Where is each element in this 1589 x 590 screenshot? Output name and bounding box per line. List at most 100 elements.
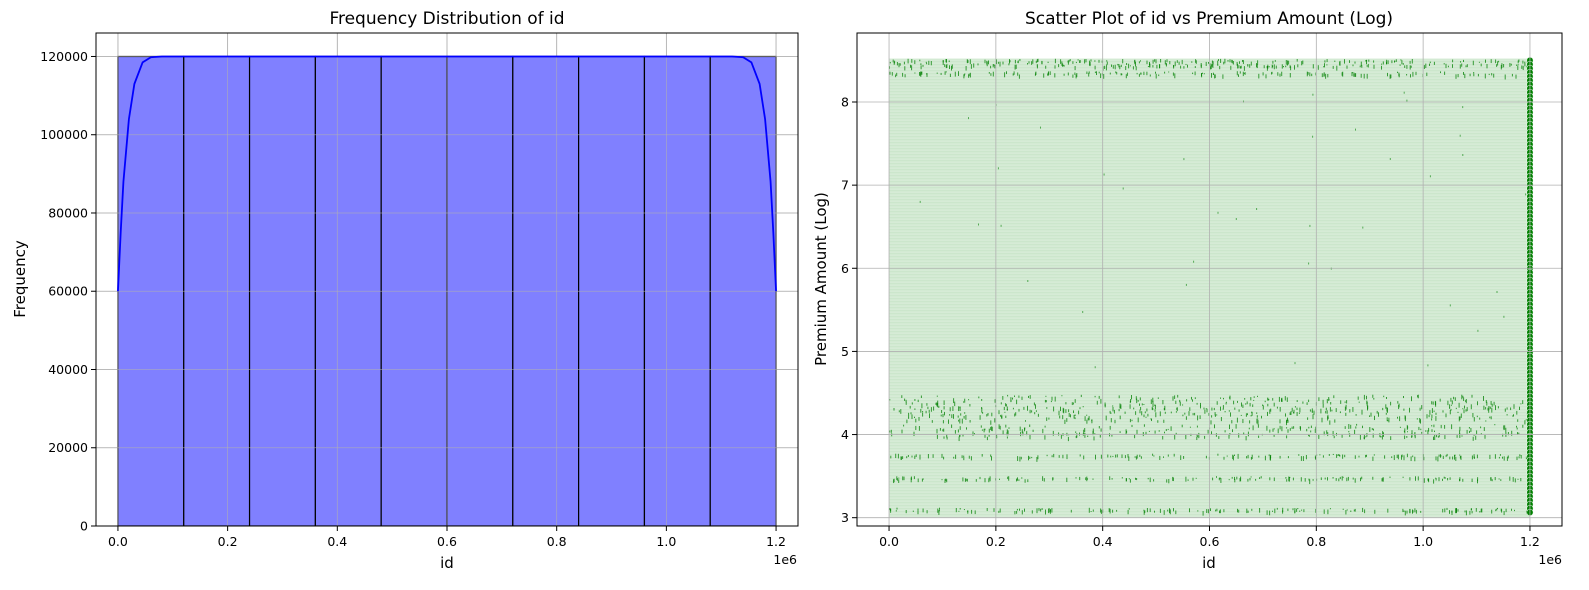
scatter-point (958, 436, 960, 442)
scatter-point (1466, 64, 1468, 68)
scatter-point (940, 414, 942, 417)
scatter-point (1145, 416, 1147, 418)
scatter-point (1514, 509, 1515, 512)
scatter-point (957, 415, 959, 418)
scatter-point (1088, 71, 1090, 74)
scatter-point (1063, 65, 1065, 67)
scatter-point (1214, 412, 1216, 416)
scatter-point (1013, 71, 1015, 75)
scatter-point (1459, 477, 1461, 481)
scatter-point (1480, 63, 1482, 67)
scatter-point (1249, 477, 1251, 481)
scatter-point (1333, 435, 1335, 439)
scatter-point (1218, 436, 1220, 439)
scatter-point (1452, 456, 1454, 460)
scatter-point (1018, 408, 1020, 412)
scatter-point (1481, 508, 1483, 513)
scatter-point (1520, 478, 1522, 482)
scatter-point (1257, 60, 1259, 65)
scatter-point (1029, 456, 1031, 459)
scatter-point (1042, 476, 1044, 481)
scatter-point (945, 478, 947, 482)
scatter-point (944, 71, 946, 75)
scatter-point (999, 425, 1001, 430)
scatter-point (1037, 455, 1039, 460)
scatter-point (1371, 428, 1373, 430)
scatter-point (1367, 63, 1369, 68)
scatter-point (927, 454, 929, 459)
scatter-point (1410, 65, 1412, 68)
scatter-point (1036, 59, 1038, 63)
scatter-point (1313, 410, 1315, 415)
scatter-point (1332, 477, 1334, 479)
scatter-point (951, 414, 953, 419)
scatter-point (1326, 430, 1328, 434)
scatter-point (997, 167, 999, 170)
scatter-point (1417, 394, 1419, 399)
scatter-point (1285, 65, 1287, 68)
scatter-point (1287, 60, 1288, 65)
scatter-point (977, 63, 979, 66)
scatter-point (1211, 431, 1212, 435)
scatter-point (1498, 456, 1500, 459)
scatter-point (1414, 435, 1416, 439)
scatter-point (1503, 425, 1505, 430)
scatter-point (992, 71, 994, 77)
histogram-kde-line (117, 55, 777, 292)
scatter-point (941, 479, 943, 481)
scatter-point (1455, 508, 1457, 514)
scatter-point (1372, 433, 1374, 438)
scatter-point (1507, 432, 1509, 436)
scatter-point (1143, 424, 1145, 427)
scatter-point (1088, 507, 1090, 513)
scatter-point (1431, 425, 1433, 427)
scatter-point (930, 407, 932, 412)
scatter-point (1365, 454, 1367, 458)
scatter-point (1387, 420, 1389, 422)
scatter-point (1361, 476, 1363, 480)
scatter-point (1520, 403, 1522, 405)
scatter-point (1185, 434, 1187, 440)
scatter-point (1149, 63, 1151, 68)
scatter-point (1250, 415, 1252, 417)
scatter-point (1355, 128, 1356, 131)
scatter-point (1119, 431, 1121, 434)
scatter-point (1141, 411, 1143, 416)
scatter-point (1218, 477, 1220, 481)
scatter-point (1109, 72, 1111, 75)
scatter-point (1087, 417, 1089, 421)
scatter-point (1191, 61, 1193, 63)
scatter-point (1094, 60, 1096, 62)
scatter-point (984, 59, 986, 64)
scatter-point (1016, 508, 1018, 511)
scatter-point (1200, 402, 1201, 407)
scatter-point (1431, 401, 1433, 405)
scatter-point (988, 60, 989, 65)
scatter-point (966, 427, 967, 430)
scatter-point (938, 405, 940, 408)
scatter-point (1490, 477, 1492, 479)
scatter-point (1016, 399, 1018, 405)
scatter-point (1244, 72, 1246, 75)
scatter-point (1320, 477, 1322, 481)
scatter-point (1486, 64, 1488, 69)
scatter-point (1386, 407, 1388, 412)
scatter-point (1134, 456, 1136, 458)
scatter-point (1490, 477, 1492, 481)
scatter-point (997, 61, 999, 64)
scatter-point (1111, 435, 1113, 437)
scatter-point (938, 510, 940, 515)
scatter-point (951, 64, 953, 69)
scatter-point (1084, 432, 1086, 438)
scatter-point (1107, 454, 1109, 458)
scatter-point (1344, 426, 1346, 429)
scatter-point (901, 429, 903, 434)
scatter-point (1516, 64, 1517, 66)
scatter-point (1477, 479, 1478, 484)
scatter-point (1310, 425, 1312, 428)
scatter-point (1420, 419, 1421, 424)
scatter-point (1414, 508, 1416, 513)
scatter-point (1325, 407, 1327, 411)
scatter-point (1239, 61, 1240, 64)
scatter-point (1308, 434, 1309, 436)
